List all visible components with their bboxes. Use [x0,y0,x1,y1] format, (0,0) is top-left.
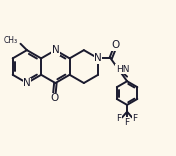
Text: O: O [112,40,120,50]
Text: N: N [52,45,59,55]
Text: F: F [117,114,122,123]
Text: F: F [125,118,130,127]
Text: F: F [133,114,138,123]
Text: N: N [23,78,31,88]
Text: O: O [50,93,58,103]
Text: N: N [94,53,102,63]
Text: HN: HN [116,65,129,74]
Text: CH₃: CH₃ [4,36,18,45]
